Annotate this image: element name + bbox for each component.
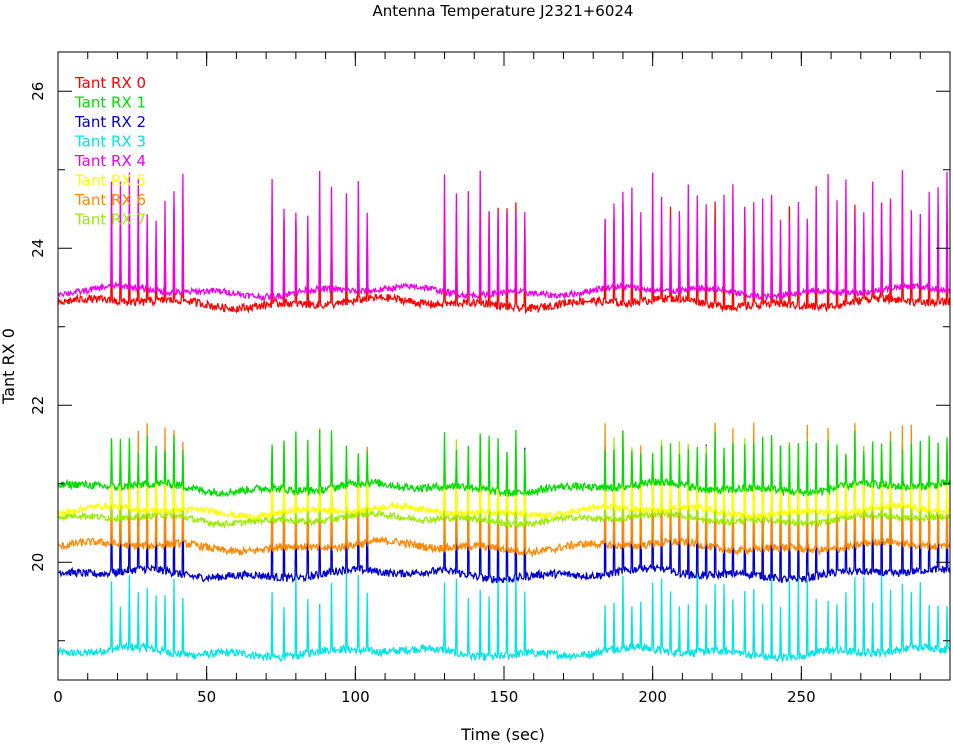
legend-item-rx-3: Tant RX 3 [74,133,146,151]
y-axis: 20 22 24 26 [29,82,950,642]
plot-frame [57,51,951,681]
y-tick-label: 22 [29,396,47,415]
series-line-rx-1 [57,429,951,498]
chart-title: Antenna Temperature J2321+6024 [373,2,634,20]
legend-item-rx-7: Tant RX 7 [74,211,146,229]
legend-item-rx-2: Tant RX 2 [74,113,146,131]
x-tick-label: 150 [490,688,519,706]
y-tick-label: 20 [29,553,47,572]
series-line-rx-2 [57,444,951,584]
x-tick-label: 0 [53,688,63,706]
series-line-rx-6 [57,422,951,558]
x-tick-label: 250 [787,688,816,706]
y-axis-label: Tant RX 0 [0,328,18,405]
y-tick-label: 26 [29,82,47,101]
legend-item-rx-5: Tant RX 5 [74,172,146,190]
plot-lines [57,170,951,663]
x-axis-label: Time (sec) [460,725,545,744]
x-tick-label: 100 [341,688,370,706]
series-line-rx-0 [57,201,951,315]
x-axis: 0 50 100 150 200 250 [53,52,951,706]
x-tick-label: 200 [638,688,667,706]
series-line-rx-4 [57,170,951,302]
y-tick-label: 24 [29,239,47,258]
series-line-rx-5 [57,461,951,521]
series-line-rx-3 [57,570,951,663]
x-tick-label: 50 [197,688,216,706]
legend-item-rx-6: Tant RX 6 [74,191,146,209]
legend-item-rx-1: Tant RX 1 [74,94,146,112]
legend-item-rx-4: Tant RX 4 [74,152,146,170]
series-line-rx-7 [57,437,951,530]
legend-item-rx-0: Tant RX 0 [74,74,146,92]
